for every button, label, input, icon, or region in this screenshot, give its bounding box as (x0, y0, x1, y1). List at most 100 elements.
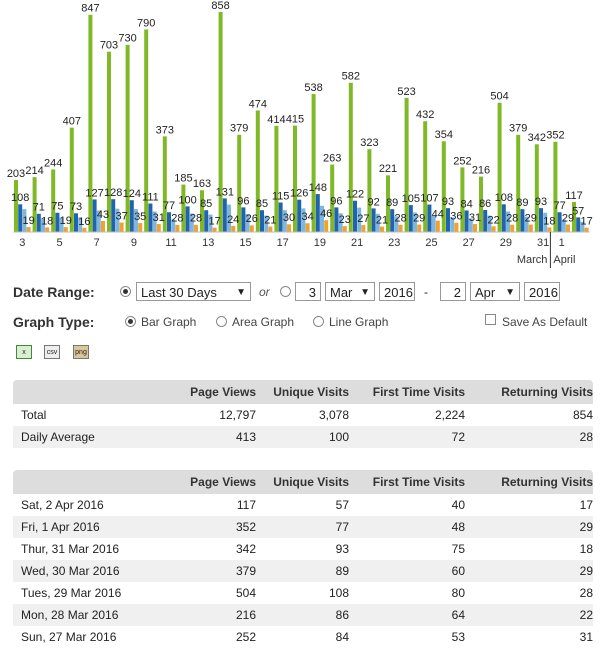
cell: 2,224 (434, 408, 465, 422)
bar (14, 179, 18, 232)
bar (36, 213, 41, 232)
table-row: Sun, 27 Mar 2016 252 84 53 31 (13, 626, 593, 648)
value-label: 214 (25, 165, 43, 177)
cell: Wed, 30 Mar 2016 (21, 564, 120, 578)
value-label: 93 (535, 196, 547, 208)
bar (282, 210, 287, 232)
value-label: 126 (290, 188, 308, 200)
cell: 100 (328, 430, 349, 444)
cell: 17 (579, 498, 593, 512)
bar (125, 44, 130, 233)
bar (404, 97, 409, 233)
input-year[interactable]: 2016 (524, 282, 560, 301)
cell: 40 (451, 498, 465, 512)
value-label: 342 (528, 132, 546, 144)
x-tick-label: 17 (277, 237, 289, 249)
bar (96, 210, 101, 232)
bar (227, 204, 231, 232)
input-day[interactable]: 3 (295, 282, 321, 301)
bar (218, 12, 223, 232)
value-label: 19 (60, 215, 72, 227)
cell: Fri, 1 Apr 2016 (21, 520, 100, 534)
cell: 18 (579, 542, 593, 556)
bar (175, 224, 180, 232)
select-text: Last 30 Days (141, 285, 217, 300)
cell: 57 (335, 498, 349, 512)
table-row: Fri, 1 Apr 2016 352 77 48 29 (13, 516, 593, 538)
checkbox[interactable] (485, 314, 496, 325)
daily-table: Page Views Unique Visits First Time Visits… (13, 470, 593, 648)
x-tick-label: 31 (537, 237, 549, 249)
bar (338, 213, 343, 232)
bar (371, 208, 376, 232)
x-tick-label: 25 (425, 237, 437, 249)
value-label: 847 (81, 3, 99, 15)
radio-custom[interactable] (280, 286, 291, 297)
value-label: 89 (516, 197, 528, 209)
bar (107, 51, 111, 232)
value-label: 128 (104, 187, 122, 199)
bar (357, 207, 362, 232)
radio[interactable] (216, 316, 227, 327)
bar (386, 175, 390, 232)
bar (231, 225, 236, 232)
value-label: 111 (142, 191, 159, 203)
bar (101, 220, 105, 232)
bar (417, 224, 422, 232)
select-preset[interactable]: Last 30 Days ▼ (136, 282, 251, 301)
x-tick-label: 3 (19, 237, 25, 249)
value-label: 29 (525, 212, 537, 224)
bar (454, 222, 459, 232)
bar (111, 199, 116, 232)
radio-preset[interactable] (120, 286, 131, 297)
bar (185, 206, 190, 232)
value-label: 29 (562, 212, 574, 224)
csv-icon[interactable]: csv (44, 345, 60, 359)
excel-icon[interactable]: x (16, 345, 32, 359)
select-month[interactable]: Apr ▼ (470, 282, 520, 301)
table-row: Daily Average 413 100 72 28 (13, 426, 593, 448)
option: Line Graph (329, 315, 389, 329)
cell: 854 (572, 408, 593, 422)
input-year[interactable]: 2016 (379, 282, 415, 301)
bar (450, 217, 455, 232)
value-label: 31 (469, 212, 481, 224)
value-label: 27 (357, 213, 369, 225)
table-row: Mon, 28 Mar 2016 216 86 64 22 (13, 604, 593, 626)
value-label: 107 (420, 192, 438, 204)
label: Date Range: (13, 284, 95, 300)
table-row: Tues, 29 Mar 2016 504 108 80 28 (13, 582, 593, 604)
bar (152, 211, 157, 232)
select-month[interactable]: Mar ▼ (325, 282, 375, 301)
bar (524, 216, 529, 232)
bar (375, 213, 380, 232)
radio[interactable] (125, 316, 136, 327)
radio[interactable] (313, 316, 324, 327)
cell: 28 (579, 430, 593, 444)
value-label: 105 (402, 193, 420, 205)
bar (115, 208, 120, 232)
bar (167, 212, 171, 232)
cell: 413 (235, 430, 256, 444)
cell: 93 (335, 542, 349, 556)
value-label: 18 (41, 215, 53, 227)
bar (487, 215, 492, 232)
png-icon[interactable]: png (73, 345, 89, 359)
cell: 252 (235, 630, 256, 644)
value-label: 474 (249, 98, 267, 110)
value-label: 57 (572, 205, 584, 217)
value-label: 75 (51, 201, 63, 213)
bar (539, 208, 543, 232)
value-label: 77 (163, 200, 175, 212)
value-label: 523 (397, 86, 415, 98)
cell: Page Views (190, 475, 256, 489)
cell: 64 (451, 608, 465, 622)
value-label: 323 (360, 137, 378, 149)
cell: 12,797 (219, 408, 256, 422)
input-day[interactable]: 2 (440, 282, 466, 301)
bar (553, 141, 558, 232)
cell: 31 (579, 630, 593, 644)
bar (82, 227, 87, 232)
cell: Daily Average (21, 430, 95, 444)
